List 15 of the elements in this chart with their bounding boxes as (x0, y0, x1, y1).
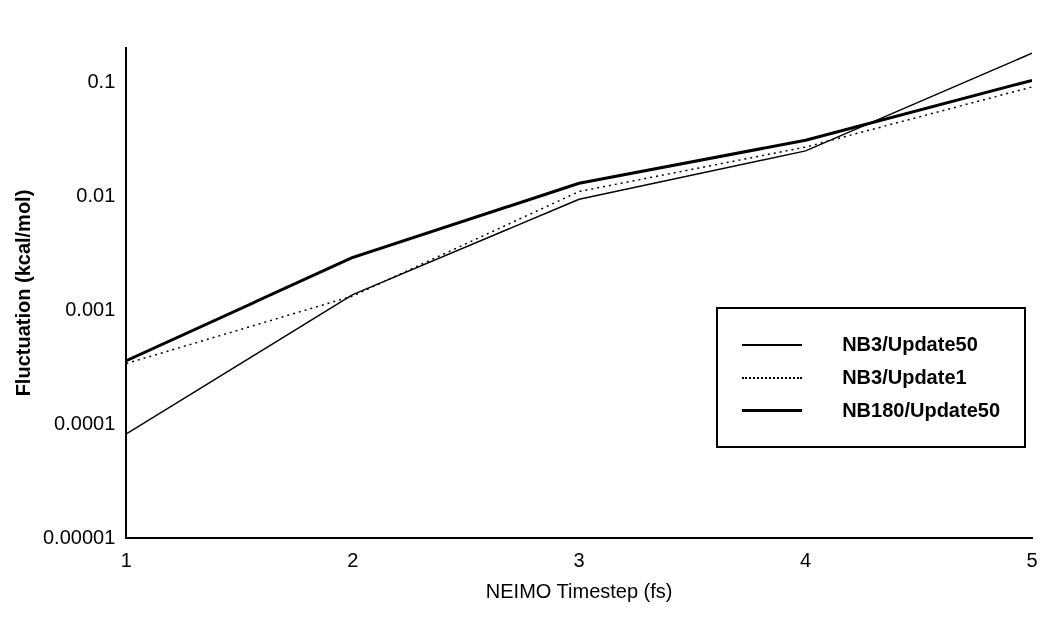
y-axis-title: Fluctuation (kcal/mol) (11, 189, 34, 397)
y-tick-label: 0.01 (76, 183, 116, 206)
y-tick-label: 0.1 (87, 69, 116, 92)
y-tick-label: 0.0001 (54, 411, 116, 434)
x-axis-title: NEIMO Timestep (fs) (485, 579, 673, 602)
x-tick-label: 4 (800, 548, 812, 571)
x-tick-label: 2 (347, 548, 359, 571)
y-tick-label: 0.00001 (43, 525, 116, 548)
x-tick-label: 1 (120, 548, 132, 571)
legend-label: NB3/Update50 (842, 333, 978, 356)
y-tick-label: 0.001 (65, 297, 116, 320)
legend-label: NB3/Update1 (842, 366, 967, 389)
x-tick-label: 5 (1026, 548, 1038, 571)
x-tick-label: 3 (573, 548, 585, 571)
legend-label: NB180/Update50 (842, 399, 1000, 422)
